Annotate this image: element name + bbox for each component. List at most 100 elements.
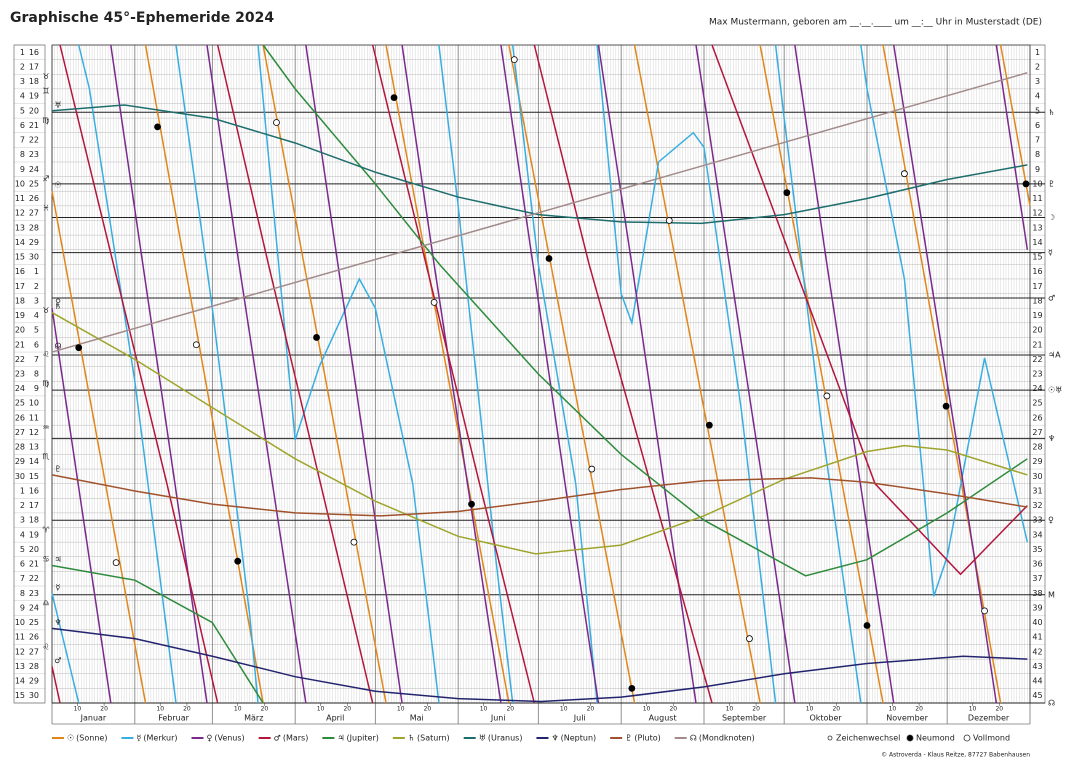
left-label-a: 16 (15, 267, 25, 276)
month-label: September (722, 714, 767, 723)
marks (51, 44, 1045, 704)
legend-symbol: ♅ (479, 734, 486, 743)
left-label-a: 11 (15, 633, 25, 642)
left-label-b: 21 (29, 121, 39, 130)
left-label-a: 18 (15, 296, 25, 305)
left-label-a: 30 (15, 472, 25, 481)
day-tick-label: 10 (156, 706, 164, 713)
chart-subtitle: Max Mustermann, geboren am __.__.____ um… (709, 18, 1042, 28)
left-label-a: 15 (15, 691, 25, 700)
left-label-b: 19 (29, 530, 39, 539)
left-label-a: 3 (20, 516, 25, 525)
left-label-b: 16 (29, 48, 39, 57)
day-tick-label: 10 (889, 706, 897, 713)
legend-label: (Pluto) (634, 734, 660, 743)
legend-symbol: ☉ (67, 734, 74, 743)
left-label-a: 13 (15, 662, 25, 671)
series-line (51, 44, 1028, 704)
day-tick-label: 10 (969, 706, 977, 713)
legend-symbol: ♃ (337, 734, 344, 743)
sign-glyph: ♓ (42, 204, 49, 213)
legend-symbol: ☿ (136, 734, 141, 743)
day-tick-label: 20 (587, 706, 595, 713)
legend-marker (963, 734, 971, 742)
legend-label: (Mondknoten) (699, 734, 755, 743)
legend-label: (Neptun) (561, 734, 597, 743)
series-start-label: ♇ (54, 464, 61, 473)
row-label: 18 (1032, 296, 1042, 305)
day-tick-label: 10 (560, 706, 568, 713)
left-label-a: 25 (15, 399, 25, 408)
natal-label: ♂ (1048, 293, 1055, 302)
left-label-b: 1 (34, 267, 39, 276)
month-label: August (649, 714, 677, 723)
legend-label: (Sonne) (76, 734, 107, 743)
legend-label: (Jupiter) (347, 734, 379, 743)
row-label: 10 (1032, 179, 1042, 188)
full-moon (665, 217, 673, 224)
row-label: 5 (1035, 106, 1040, 115)
day-tick-label: 10 (234, 706, 242, 713)
new-moon (313, 334, 320, 341)
left-label-b: 25 (29, 179, 39, 188)
left-label-b: 22 (29, 574, 39, 583)
row-label: 30 (1032, 472, 1042, 481)
row-label: 20 (1032, 326, 1042, 335)
series-start-label: ♀ (55, 298, 61, 307)
left-label-a: 12 (15, 209, 25, 218)
left-label-b: 26 (29, 194, 39, 203)
left-label-a: 14 (15, 677, 25, 686)
left-label-b: 10 (29, 399, 39, 408)
month-label: Februar (158, 714, 189, 723)
left-label-b: 18 (29, 516, 39, 525)
full-moon (746, 635, 753, 643)
day-tick-label: 10 (397, 706, 405, 713)
day-tick-label: 10 (74, 706, 82, 713)
left-label-a: 26 (15, 413, 25, 422)
row-label: 14 (1032, 238, 1042, 247)
left-label-a: 2 (20, 62, 25, 71)
full-moon (112, 559, 120, 567)
legend-symbol: ♂ (274, 734, 281, 743)
series-start-label: ☊ (54, 342, 61, 351)
month-label: November (886, 714, 928, 723)
month-label: Oktober (809, 714, 842, 723)
row-label: 21 (1032, 340, 1042, 349)
left-label-a: 6 (20, 560, 25, 569)
left-label-a: 23 (15, 370, 25, 379)
month-label: März (244, 714, 263, 723)
row-label: 4 (1035, 92, 1040, 101)
left-label-a: 1 (20, 48, 25, 57)
left-label-a: 14 (15, 238, 25, 247)
left-label-b: 14 (29, 457, 39, 466)
left-label-b: 9 (34, 384, 39, 393)
sign-glyph: ♎ (42, 598, 49, 607)
full-moon (823, 392, 831, 400)
left-label-frame (13, 44, 46, 704)
new-moon (783, 189, 791, 197)
left-label-a: 28 (15, 443, 25, 452)
month-label: Juni (490, 714, 506, 723)
left-label-a: 6 (20, 121, 25, 130)
new-moon (628, 684, 636, 692)
left-label-b: 6 (34, 340, 39, 349)
legend-symbol: ♆ (551, 734, 558, 743)
left-label-a: 27 (15, 428, 25, 437)
left-label-b: 30 (29, 691, 39, 700)
left-label-a: 24 (15, 384, 25, 393)
full-moon (901, 170, 908, 178)
row-label: 23 (1032, 370, 1042, 379)
row-label: 36 (1032, 560, 1042, 569)
left-label-a: 13 (15, 223, 25, 232)
row-label: 42 (1032, 647, 1042, 656)
sign-glyph: ♌ (42, 642, 49, 651)
left-label-a: 11 (15, 194, 25, 203)
series-line (51, 104, 1028, 225)
sign-glyph: ♏ (42, 452, 50, 461)
legend-label: (Mars) (283, 734, 309, 743)
new-moon (154, 123, 161, 131)
row-label: 3 (1035, 77, 1040, 86)
left-label-b: 15 (29, 472, 39, 481)
left-label-a: 1 (20, 486, 25, 495)
